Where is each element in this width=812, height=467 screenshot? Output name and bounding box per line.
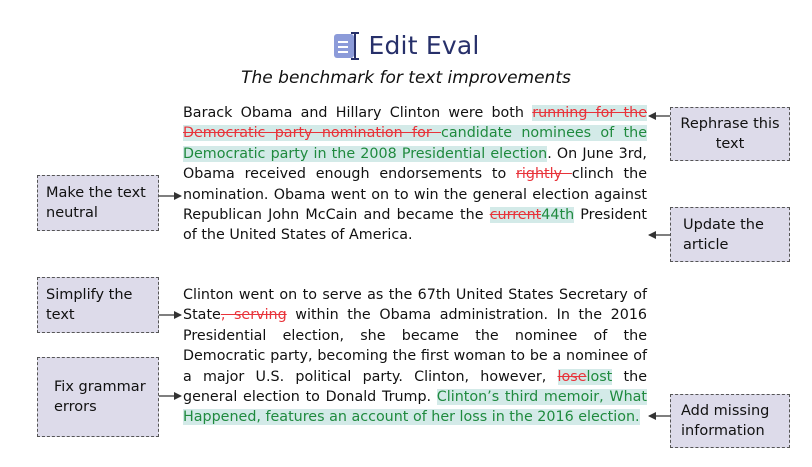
task-label-missing: Add missing information [681,403,770,439]
task-label-simplify: Simplify the text [46,287,133,323]
task-box-simplify: Simplify the text [37,277,159,333]
p2-text-2: within the Obama administration. In the … [183,307,648,385]
task-box-rephrase: Rephrase this text [670,107,790,161]
paragraph-2: Clinton went on to serve as the 67th Uni… [183,285,647,428]
p2-edit-grammar: loselost [557,368,613,385]
p2-insertion-2: lost [586,368,613,385]
task-label-neutral: Make the text neutral [46,185,146,221]
task-box-update: Update the article [670,207,790,262]
brand: Edit Eval [332,30,479,60]
subtitle: The benchmark for text improvements [241,68,571,88]
task-label-grammar: Fix grammar errors [54,379,146,415]
task-box-neutral: Make the text neutral [37,175,159,231]
p1-text-3: clinch the nomination. Obama went on to … [183,166,647,224]
p1-text-1: Barack Obama and Hillary Clinton were bo… [183,105,533,121]
p1-edit-update: current44th [489,207,575,224]
task-label-rephrase: Rephrase this text [680,116,780,152]
task-box-missing: Add missing information [670,394,790,448]
p1-deletion-3: current [489,207,542,224]
p1-deletion-1: running for the Democratic party nominat… [183,105,647,142]
p2-deletion-2: lose [557,368,587,385]
p2-deletion-1: , serving [220,307,287,324]
edit-eval-logo-icon [332,30,362,60]
brand-name: Edit Eval [368,30,480,60]
p2-text-3: the general election to Donald Trump. [183,368,647,406]
p2-text-1: Clinton went on to serve as the 67th Uni… [183,287,647,324]
header: Edit Eval The benchmark for text improve… [0,30,812,89]
p1-text-2: . On June 3rd, Obama received enough end… [183,145,647,183]
p1-deletion-2: rightly [516,166,572,183]
p1-text-4: President of the United States of Americ… [183,207,648,244]
paragraph-1: Barack Obama and Hillary Clinton were bo… [183,103,647,246]
task-box-grammar: Fix grammar errors [37,357,159,437]
p1-insertion-3: 44th [541,207,575,224]
task-label-update: Update the article [683,216,764,253]
